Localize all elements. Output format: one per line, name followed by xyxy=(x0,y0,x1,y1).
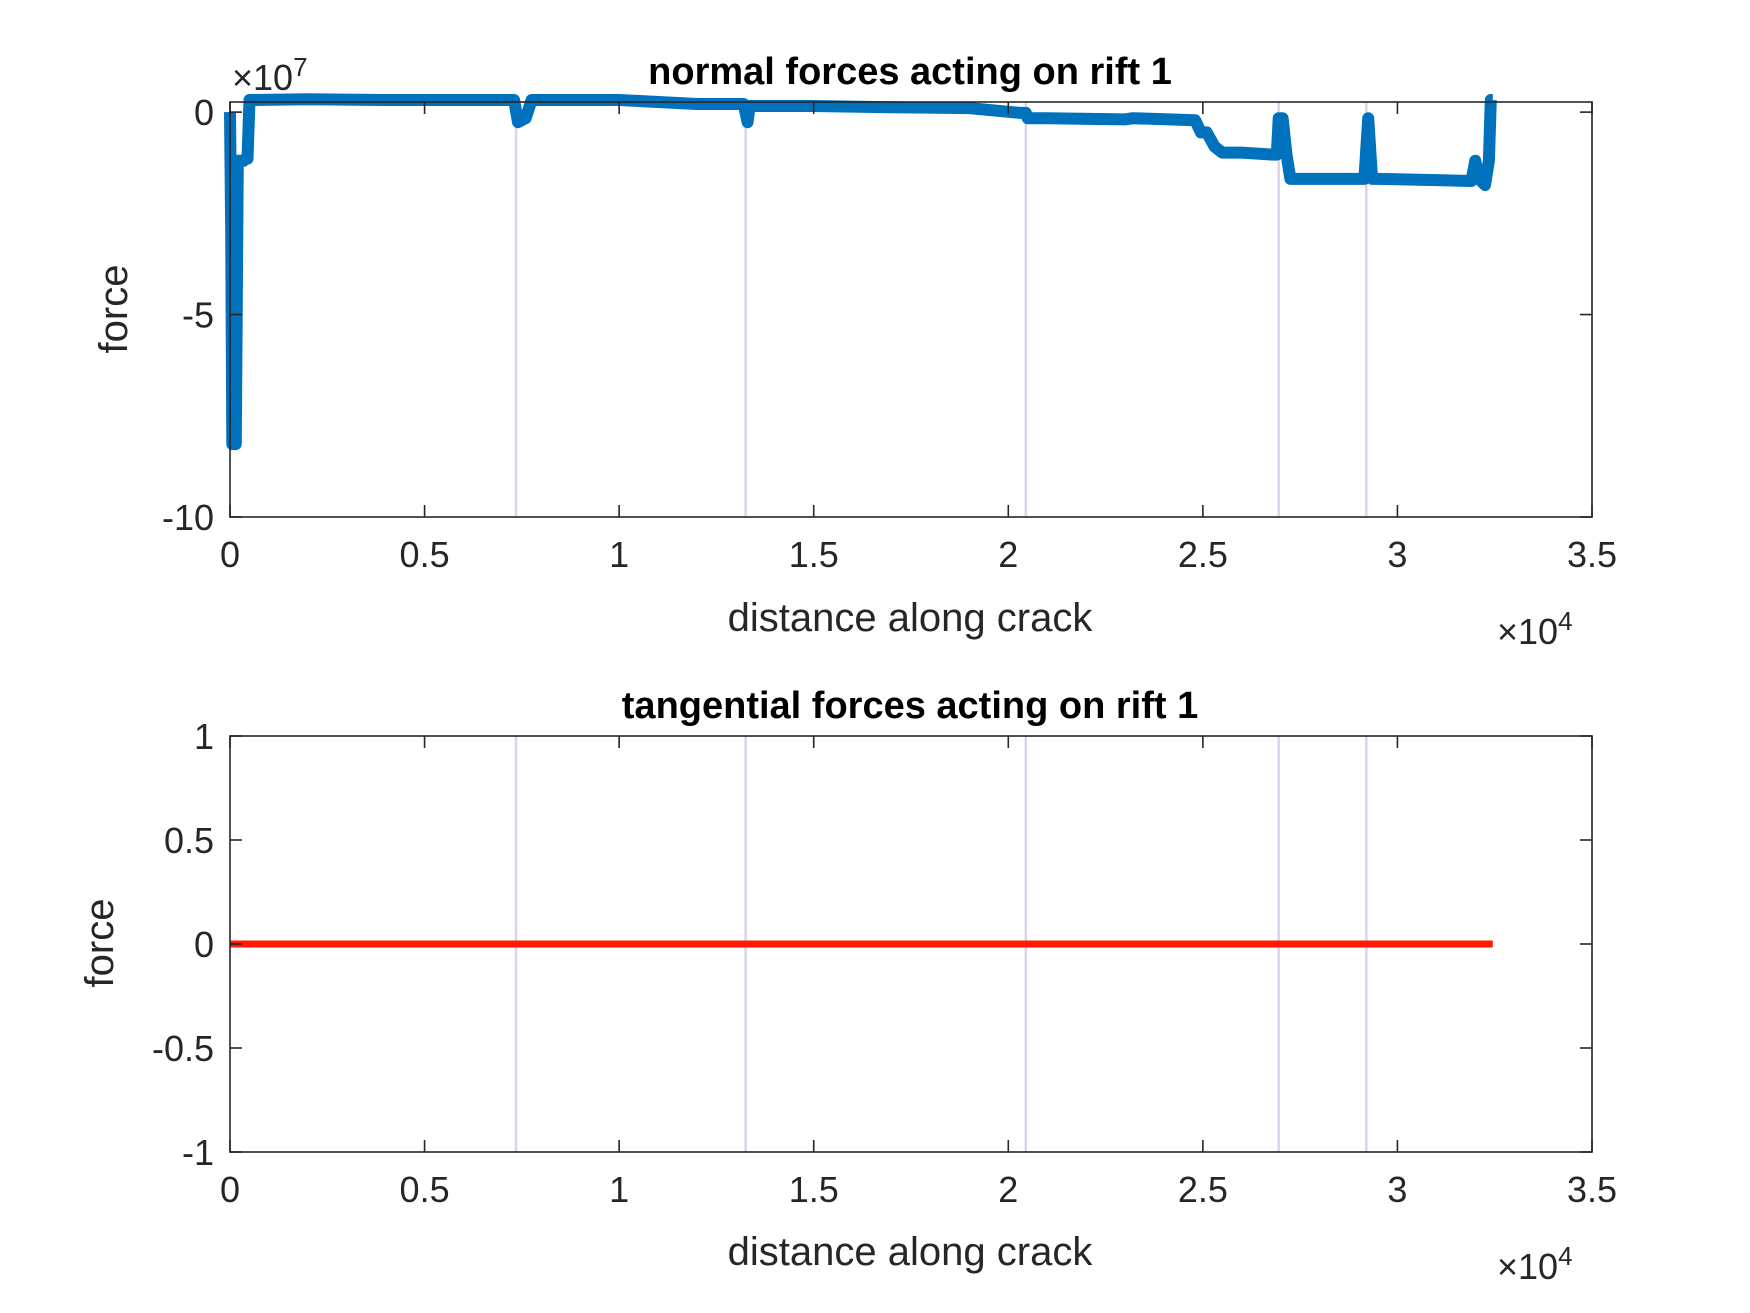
x-exponent: ×104 xyxy=(1497,606,1573,652)
x-exponent-power: 4 xyxy=(1558,606,1572,636)
x-exponent-power: 4 xyxy=(1558,1241,1572,1271)
x-tick-label: 0.5 xyxy=(400,1169,450,1210)
y-tick-label: -0.5 xyxy=(152,1028,214,1069)
x-exponent-base: ×10 xyxy=(1497,1246,1558,1287)
y-tick-label: -5 xyxy=(182,295,214,336)
y-tick-label: 0 xyxy=(194,92,214,133)
x-tick-label: 3 xyxy=(1387,1169,1407,1210)
y-tick-label: -1 xyxy=(182,1132,214,1173)
x-tick-label: 2.5 xyxy=(1178,534,1228,575)
x-tick-label: 0.5 xyxy=(400,534,450,575)
y-tick-label: 0.5 xyxy=(164,820,214,861)
x-axis-label: distance along crack xyxy=(728,596,1094,640)
x-tick-label: 1 xyxy=(609,534,629,575)
x-axis-label: distance along crack xyxy=(728,1230,1094,1274)
plot-frame xyxy=(229,101,1593,518)
x-tick-label: 3.5 xyxy=(1567,534,1617,575)
x-tick-label: 2.5 xyxy=(1178,1169,1228,1210)
tangential-forces-title: tangential forces acting on rift 1 xyxy=(622,685,1198,727)
x-tick-label: 1.5 xyxy=(789,1169,839,1210)
x-exponent: ×104 xyxy=(1497,1241,1573,1287)
vertical-markers xyxy=(514,102,1368,517)
y-axis-label: force xyxy=(92,265,136,354)
x-tick-label: 0 xyxy=(220,1169,240,1210)
x-tick-label: 2 xyxy=(998,1169,1018,1210)
x-tick-label: 3.5 xyxy=(1567,1169,1617,1210)
x-tick-label: 2 xyxy=(998,534,1018,575)
y-tick-label: 0 xyxy=(194,924,214,965)
x-tick-label: 3 xyxy=(1387,534,1407,575)
series-layer xyxy=(224,93,1497,451)
tangential-forces-plot: tangential forces acting on rift 1 0 0.5 1… xyxy=(78,685,1617,1287)
y-exponent-power: 7 xyxy=(293,52,307,82)
x-tick-label: 1.5 xyxy=(789,534,839,575)
x-exponent-base: ×10 xyxy=(1497,611,1558,652)
normal-forces-title: normal forces acting on rift 1 xyxy=(648,51,1172,93)
series-line xyxy=(224,93,1497,451)
y-exponent: ×107 xyxy=(232,52,308,98)
x-tick-label: 1 xyxy=(609,1169,629,1210)
y-exponent-base: ×10 xyxy=(232,57,293,98)
x-tick-label: 0 xyxy=(220,534,240,575)
y-axis-label: force xyxy=(78,899,122,988)
normal-forces-plot: normal forces acting on rift 1 0 0.5 1 1.5 2… xyxy=(92,51,1617,652)
ticks-layer: 0 0.5 1 1.5 2 2.5 3 3.5 -1 -0.5 0 0.5 1 xyxy=(152,716,1617,1210)
ticks-layer: 0 0.5 1 1.5 2 2.5 3 3.5 -10 -5 0 xyxy=(162,92,1617,575)
y-tick-label: -10 xyxy=(162,497,214,538)
y-tick-label: 1 xyxy=(194,716,214,757)
